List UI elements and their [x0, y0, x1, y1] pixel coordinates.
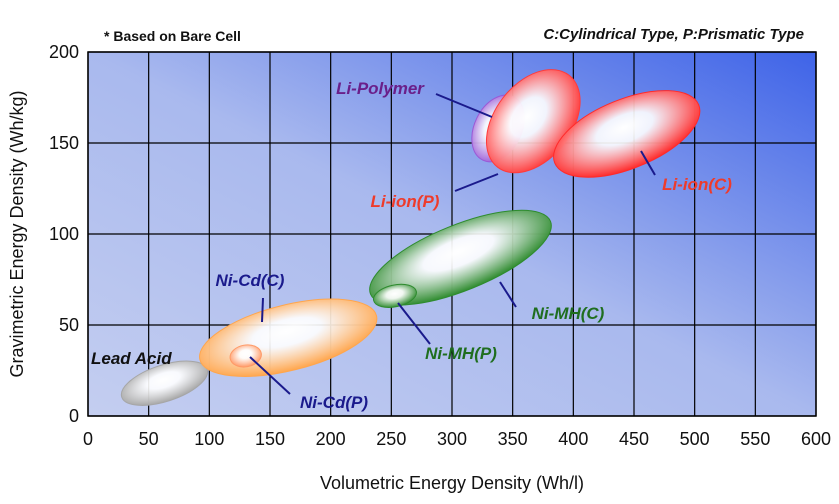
region-ni-mh-p — [372, 283, 417, 308]
tick-labels: 0 50 100 150 200 250 300 350 400 450 500 550 600 0 50 1… — [49, 42, 831, 449]
region-ni-mh-c — [369, 209, 552, 306]
leader-line-li-ion-c — [640, 150, 656, 176]
x-tick-label-50: 50 — [139, 429, 159, 449]
label-lead-acid: Lead Acid — [91, 349, 172, 368]
y-tick-label-100: 100 — [49, 224, 79, 244]
x-tick-label-250: 250 — [376, 429, 406, 449]
y-tick-label-150: 150 — [49, 133, 79, 153]
x-tick-label-100: 100 — [194, 429, 224, 449]
label-li-ion-p: Li-ion(P) — [371, 192, 440, 211]
x-tick-label-600: 600 — [801, 429, 831, 449]
x-tick-label-0: 0 — [83, 429, 93, 449]
y-tick-label-0: 0 — [69, 406, 79, 426]
leader-line-ni-cd-c — [261, 297, 264, 323]
leader-line-ni-mh-p — [397, 302, 431, 345]
leader-line-ni-mh-c — [499, 281, 517, 308]
leader-line-ni-cd-p — [249, 356, 291, 395]
x-tick-label-400: 400 — [558, 429, 588, 449]
label-ni-mh-c: Ni-MH(C) — [532, 304, 605, 323]
note-bare-cell: * Based on Bare Cell — [104, 28, 241, 44]
x-tick-label-350: 350 — [498, 429, 528, 449]
plot-frame — [87, 51, 817, 417]
label-ni-mh-p: Ni-MH(P) — [425, 344, 497, 363]
label-ni-cd-c: Ni-Cd(C) — [216, 271, 285, 290]
x-tick-label-550: 550 — [740, 429, 770, 449]
leader-line-li-polymer — [435, 93, 493, 118]
note-cell-types: C:Cylindrical Type, P:Prismatic Type — [543, 26, 804, 43]
x-tick-label-300: 300 — [437, 429, 467, 449]
region-labels: Lead Acid Ni-Cd(C) Ni-Cd(P) Ni-MH(C) Ni-MH(P… — [91, 79, 732, 412]
leader-line-li-ion-p — [454, 173, 499, 192]
y-tick-label-200: 200 — [49, 42, 79, 62]
label-li-polymer: Li-Polymer — [336, 79, 425, 98]
y-axis-label: Gravimetric Energy Density (Wh/kg) — [7, 90, 27, 377]
label-li-ion-c: Li-ion(C) — [662, 175, 732, 194]
leader-lines — [249, 93, 656, 395]
x-tick-label-150: 150 — [255, 429, 285, 449]
x-tick-label-500: 500 — [680, 429, 710, 449]
x-tick-label-200: 200 — [316, 429, 346, 449]
region-li-ion-c — [553, 90, 701, 178]
x-tick-label-450: 450 — [619, 429, 649, 449]
y-tick-label-50: 50 — [59, 315, 79, 335]
x-axis-label: Volumetric Energy Density (Wh/l) — [320, 473, 584, 493]
label-ni-cd-p: Ni-Cd(P) — [300, 393, 368, 412]
battery-regions — [120, 69, 701, 406]
